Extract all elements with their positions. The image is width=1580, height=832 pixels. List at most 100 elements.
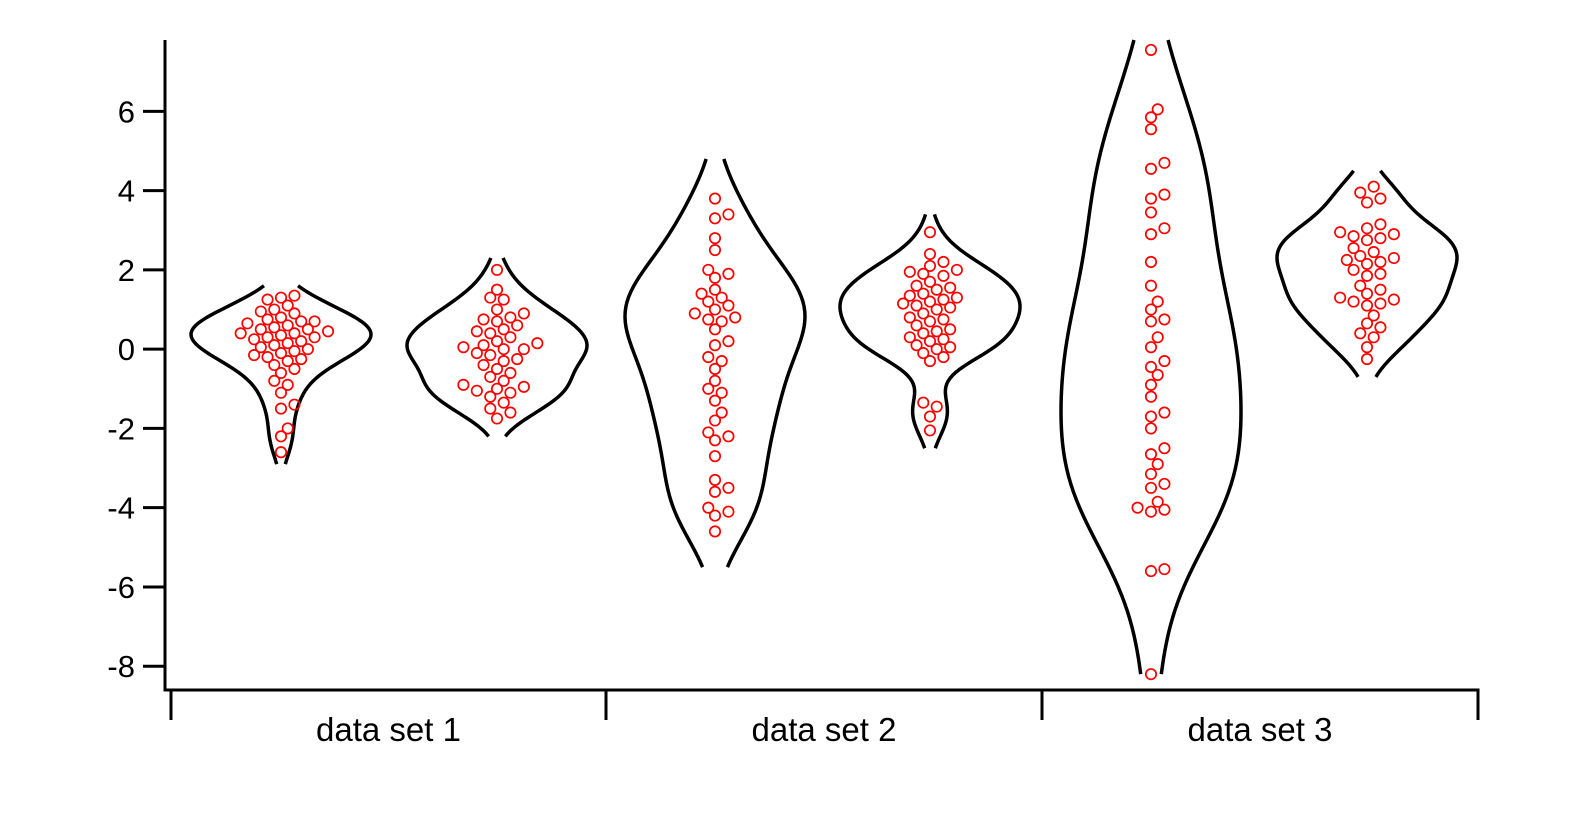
data-point [897, 297, 910, 310]
data-point [1334, 226, 1347, 239]
y-tick-label: 4 [118, 174, 135, 209]
data-point [274, 311, 288, 324]
data-point [937, 293, 950, 306]
data-point [321, 325, 335, 338]
data-point [1158, 477, 1171, 490]
data-point [484, 291, 497, 304]
data-point [281, 337, 294, 350]
data-point [457, 378, 470, 391]
data-point [708, 485, 722, 498]
data-point [722, 208, 735, 221]
y-tick-label: -8 [107, 649, 135, 684]
data-point [484, 370, 497, 383]
y-tick-label: -6 [107, 570, 135, 605]
data-point [910, 299, 923, 312]
data-point [930, 283, 943, 296]
data-point [248, 349, 261, 362]
violin-series [189, 39, 1459, 675]
data-point [1360, 317, 1374, 330]
y-tick-label: 2 [118, 253, 135, 288]
data-point [708, 271, 722, 284]
violin-outline-left [1275, 169, 1360, 378]
data-point [457, 341, 470, 354]
data-point [923, 424, 937, 437]
data-point [490, 362, 504, 376]
data-point [1347, 242, 1360, 255]
data-point [944, 323, 957, 336]
violin-outline-right [501, 257, 589, 438]
data-point [274, 402, 288, 415]
data-point [722, 335, 735, 348]
data-point [930, 343, 943, 356]
data-point [490, 315, 504, 328]
data-point [722, 267, 735, 280]
data-point [708, 244, 722, 257]
data-point [923, 259, 937, 272]
data-point [1151, 295, 1164, 308]
data-point [477, 358, 490, 372]
data-point [1360, 196, 1374, 209]
data-point [910, 319, 923, 332]
data-point [1144, 378, 1158, 391]
data-point [923, 295, 937, 308]
y-tick-label: 0 [118, 332, 135, 367]
data-point [301, 323, 314, 336]
data-point [274, 347, 288, 360]
data-point [923, 354, 937, 368]
data-point [950, 291, 963, 304]
data-point [1374, 321, 1387, 334]
data-point [917, 396, 930, 409]
data-point [923, 247, 937, 261]
data-point [1367, 180, 1380, 193]
data-point [504, 406, 517, 419]
data-point [1360, 222, 1374, 235]
data-point [708, 303, 722, 316]
data-point [702, 313, 715, 326]
data-point [1144, 422, 1158, 435]
data-point [504, 386, 517, 399]
data-point [1360, 287, 1374, 300]
data-point [708, 450, 722, 463]
data-point [708, 473, 722, 486]
data-point [1374, 255, 1387, 268]
data-point [295, 315, 308, 328]
data-point [497, 374, 510, 387]
data-point [702, 351, 715, 364]
data-point [288, 327, 301, 340]
data-point [484, 349, 497, 362]
data-point [708, 212, 722, 225]
violin-outline-right [1159, 39, 1243, 675]
data-point [1360, 269, 1374, 282]
data-point [937, 269, 950, 282]
data-point [268, 374, 281, 387]
data-point [288, 289, 301, 302]
data-point [937, 351, 950, 364]
x-category-label: data set 1 [316, 711, 461, 748]
data-point [1158, 406, 1171, 419]
data-point [301, 343, 314, 356]
data-point [531, 337, 544, 350]
data-point [268, 303, 281, 316]
data-point [281, 422, 294, 435]
data-point [1144, 410, 1158, 423]
data-point [917, 347, 930, 360]
data-point [930, 303, 943, 316]
data-point [268, 339, 281, 352]
data-point [1144, 303, 1158, 316]
data-point [715, 406, 728, 419]
data-point [274, 291, 288, 304]
data-point [708, 525, 722, 538]
data-point [274, 446, 288, 459]
y-tick-label: -2 [107, 411, 135, 446]
data-point [497, 343, 510, 356]
data-point [1144, 565, 1158, 578]
data-point [1151, 103, 1164, 116]
data-point [917, 327, 930, 340]
data-point [688, 307, 701, 320]
data-point [1144, 279, 1158, 292]
data-point [274, 430, 288, 443]
data-point [288, 362, 301, 376]
data-point [295, 352, 308, 366]
